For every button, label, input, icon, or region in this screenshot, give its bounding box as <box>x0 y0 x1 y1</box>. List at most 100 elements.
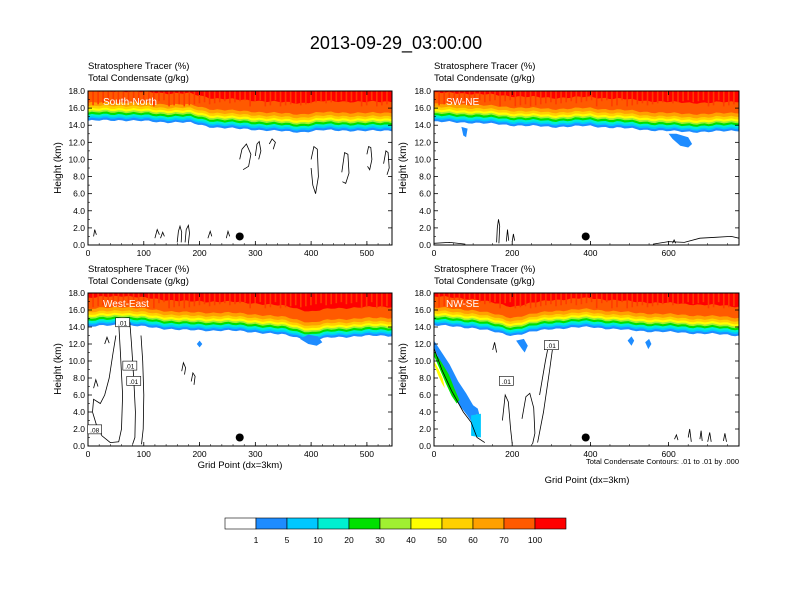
x-tick-label: 0 <box>86 449 91 459</box>
contour-label: .01 <box>125 364 134 371</box>
tracer-blob <box>461 126 468 138</box>
tracer-blob <box>300 334 323 346</box>
location-marker <box>581 433 590 442</box>
tracer-blob <box>645 338 652 350</box>
y-tick-label: 14.0 <box>68 322 85 332</box>
contour-label: .01 <box>118 320 127 327</box>
condensate-contour <box>687 428 692 442</box>
x-tick-label: 400 <box>304 248 318 258</box>
y-tick-label: 16.0 <box>68 103 85 113</box>
y-tick-label: 18.0 <box>68 288 85 298</box>
contour-label-box <box>122 360 138 371</box>
condensate-contour <box>160 231 165 239</box>
y-tick-label: 0.0 <box>73 240 85 250</box>
y-tick-label: 16.0 <box>414 103 431 113</box>
panel-label-south-north: South-North <box>103 97 157 108</box>
condensate-contour <box>502 393 513 444</box>
x-tick-label: 400 <box>583 449 597 459</box>
colorbar-swatch <box>410 517 443 530</box>
x-tick-label: 0 <box>86 248 91 258</box>
figure-title: 2013-09-29_03:00:00 <box>310 33 482 54</box>
x-tick-label: 500 <box>360 248 374 258</box>
y-tick-label: 2.0 <box>419 223 431 233</box>
y-tick-label: 4.0 <box>419 206 431 216</box>
condensate-contour <box>434 348 486 443</box>
colorbar-swatch <box>472 517 505 530</box>
ylabel-south-north: Height (km) <box>53 142 64 194</box>
condensate-contour <box>674 433 679 441</box>
x-tick-label: 500 <box>360 449 374 459</box>
panel-title-line1-west-east: Stratosphere Tracer (%) <box>88 264 189 275</box>
condensate-contour <box>723 433 727 442</box>
y-tick-label: 8.0 <box>419 373 431 383</box>
y-tick-label: 4.0 <box>419 407 431 417</box>
condensate-contour <box>184 223 190 244</box>
y-tick-label: 10.0 <box>68 154 85 164</box>
plot-area <box>434 293 739 446</box>
y-tick-label: 8.0 <box>73 373 85 383</box>
colorbar-label: 40 <box>406 535 416 545</box>
y-tick-label: 2.0 <box>419 424 431 434</box>
tracer-blob <box>627 336 635 346</box>
condensate-contour <box>176 224 183 243</box>
y-tick-label: 6.0 <box>419 390 431 400</box>
condensate-contour <box>699 430 703 441</box>
colorbar-label: 50 <box>437 535 447 545</box>
condensate-contour <box>341 151 350 184</box>
condensate-contour <box>511 233 515 242</box>
panel-title-line1-nw-se: Stratosphere Tracer (%) <box>434 264 535 275</box>
colorbar: 1 5 10 20 30 40 50 60 70 100 <box>224 517 567 545</box>
panel-title-line2-sw-ne: Total Condensate (g/kg) <box>434 73 535 84</box>
colorbar-label: 20 <box>344 535 354 545</box>
condensate-contour <box>492 342 497 353</box>
condensate-contour <box>310 145 319 194</box>
condensate-contour <box>181 361 187 375</box>
x-tick-label: 600 <box>662 248 676 258</box>
x-tick-label: 300 <box>248 449 262 459</box>
condensate-contour <box>93 378 99 389</box>
contour-label-box <box>499 376 514 386</box>
y-tick-label: 8.0 <box>419 172 431 182</box>
x-tick-label: 600 <box>662 449 676 459</box>
panel-title-line1-sw-ne: Stratosphere Tracer (%) <box>434 61 535 72</box>
condensate-contour <box>129 321 136 445</box>
condensate-contour <box>104 336 110 345</box>
contour-label-box <box>115 317 130 328</box>
xlabel-nw-se: Grid Point (dx=3km) <box>545 475 630 486</box>
x-tick-label: 200 <box>192 449 206 459</box>
panel-south-north: 0.0 2.0 4.0 6.0 8.0 10.0 12.0 14.0 16.0 18.0 0 100 2… <box>68 86 393 258</box>
panel-label-west-east: West-East <box>103 299 149 310</box>
y-tick-label: 2.0 <box>73 223 85 233</box>
colorbar-label: 10 <box>313 535 323 545</box>
condensate-contour <box>707 432 712 442</box>
y-tick-label: 4.0 <box>73 407 85 417</box>
y-tick-label: 0.0 <box>419 240 431 250</box>
panel-label-sw-ne: SW-NE <box>446 97 479 108</box>
contour-label: .01 <box>129 379 138 386</box>
condensate-contour <box>268 138 276 150</box>
y-tick-label: 14.0 <box>414 322 431 332</box>
contour-label: .01 <box>547 343 556 350</box>
panel-nw-se: 0.0 2.0 4.0 6.0 8.0 10.0 12.0 14.0 16.0 18.0 0 200 4… <box>414 288 740 459</box>
condensate-contour <box>140 335 145 445</box>
colorbar-swatch <box>224 517 257 530</box>
plot-area <box>434 91 739 245</box>
condensate-contour <box>521 392 536 445</box>
contour-label-box <box>126 376 142 386</box>
colorbar-swatch <box>379 517 412 530</box>
panel-west-east: 0.0 2.0 4.0 6.0 8.0 10.0 12.0 14.0 16.0 18.0 0 100 2… <box>68 288 393 459</box>
contour-footnote: Total Condensate Contours: .01 to .01 by… <box>586 457 739 466</box>
colorbar-swatch <box>534 517 567 530</box>
panel-title-line2-west-east: Total Condensate (g/kg) <box>88 276 189 287</box>
y-tick-label: 18.0 <box>68 86 85 96</box>
colorbar-label: 60 <box>468 535 478 545</box>
plot-area <box>88 293 392 446</box>
y-tick-label: 10.0 <box>414 356 431 366</box>
tracer-blob <box>196 340 203 348</box>
y-tick-label: 12.0 <box>68 137 85 147</box>
contour-label: .01 <box>502 379 511 386</box>
condensate-contour <box>207 230 213 239</box>
x-tick-label: 0 <box>432 449 437 459</box>
y-tick-label: 12.0 <box>68 339 85 349</box>
tracer-blob <box>471 413 481 438</box>
